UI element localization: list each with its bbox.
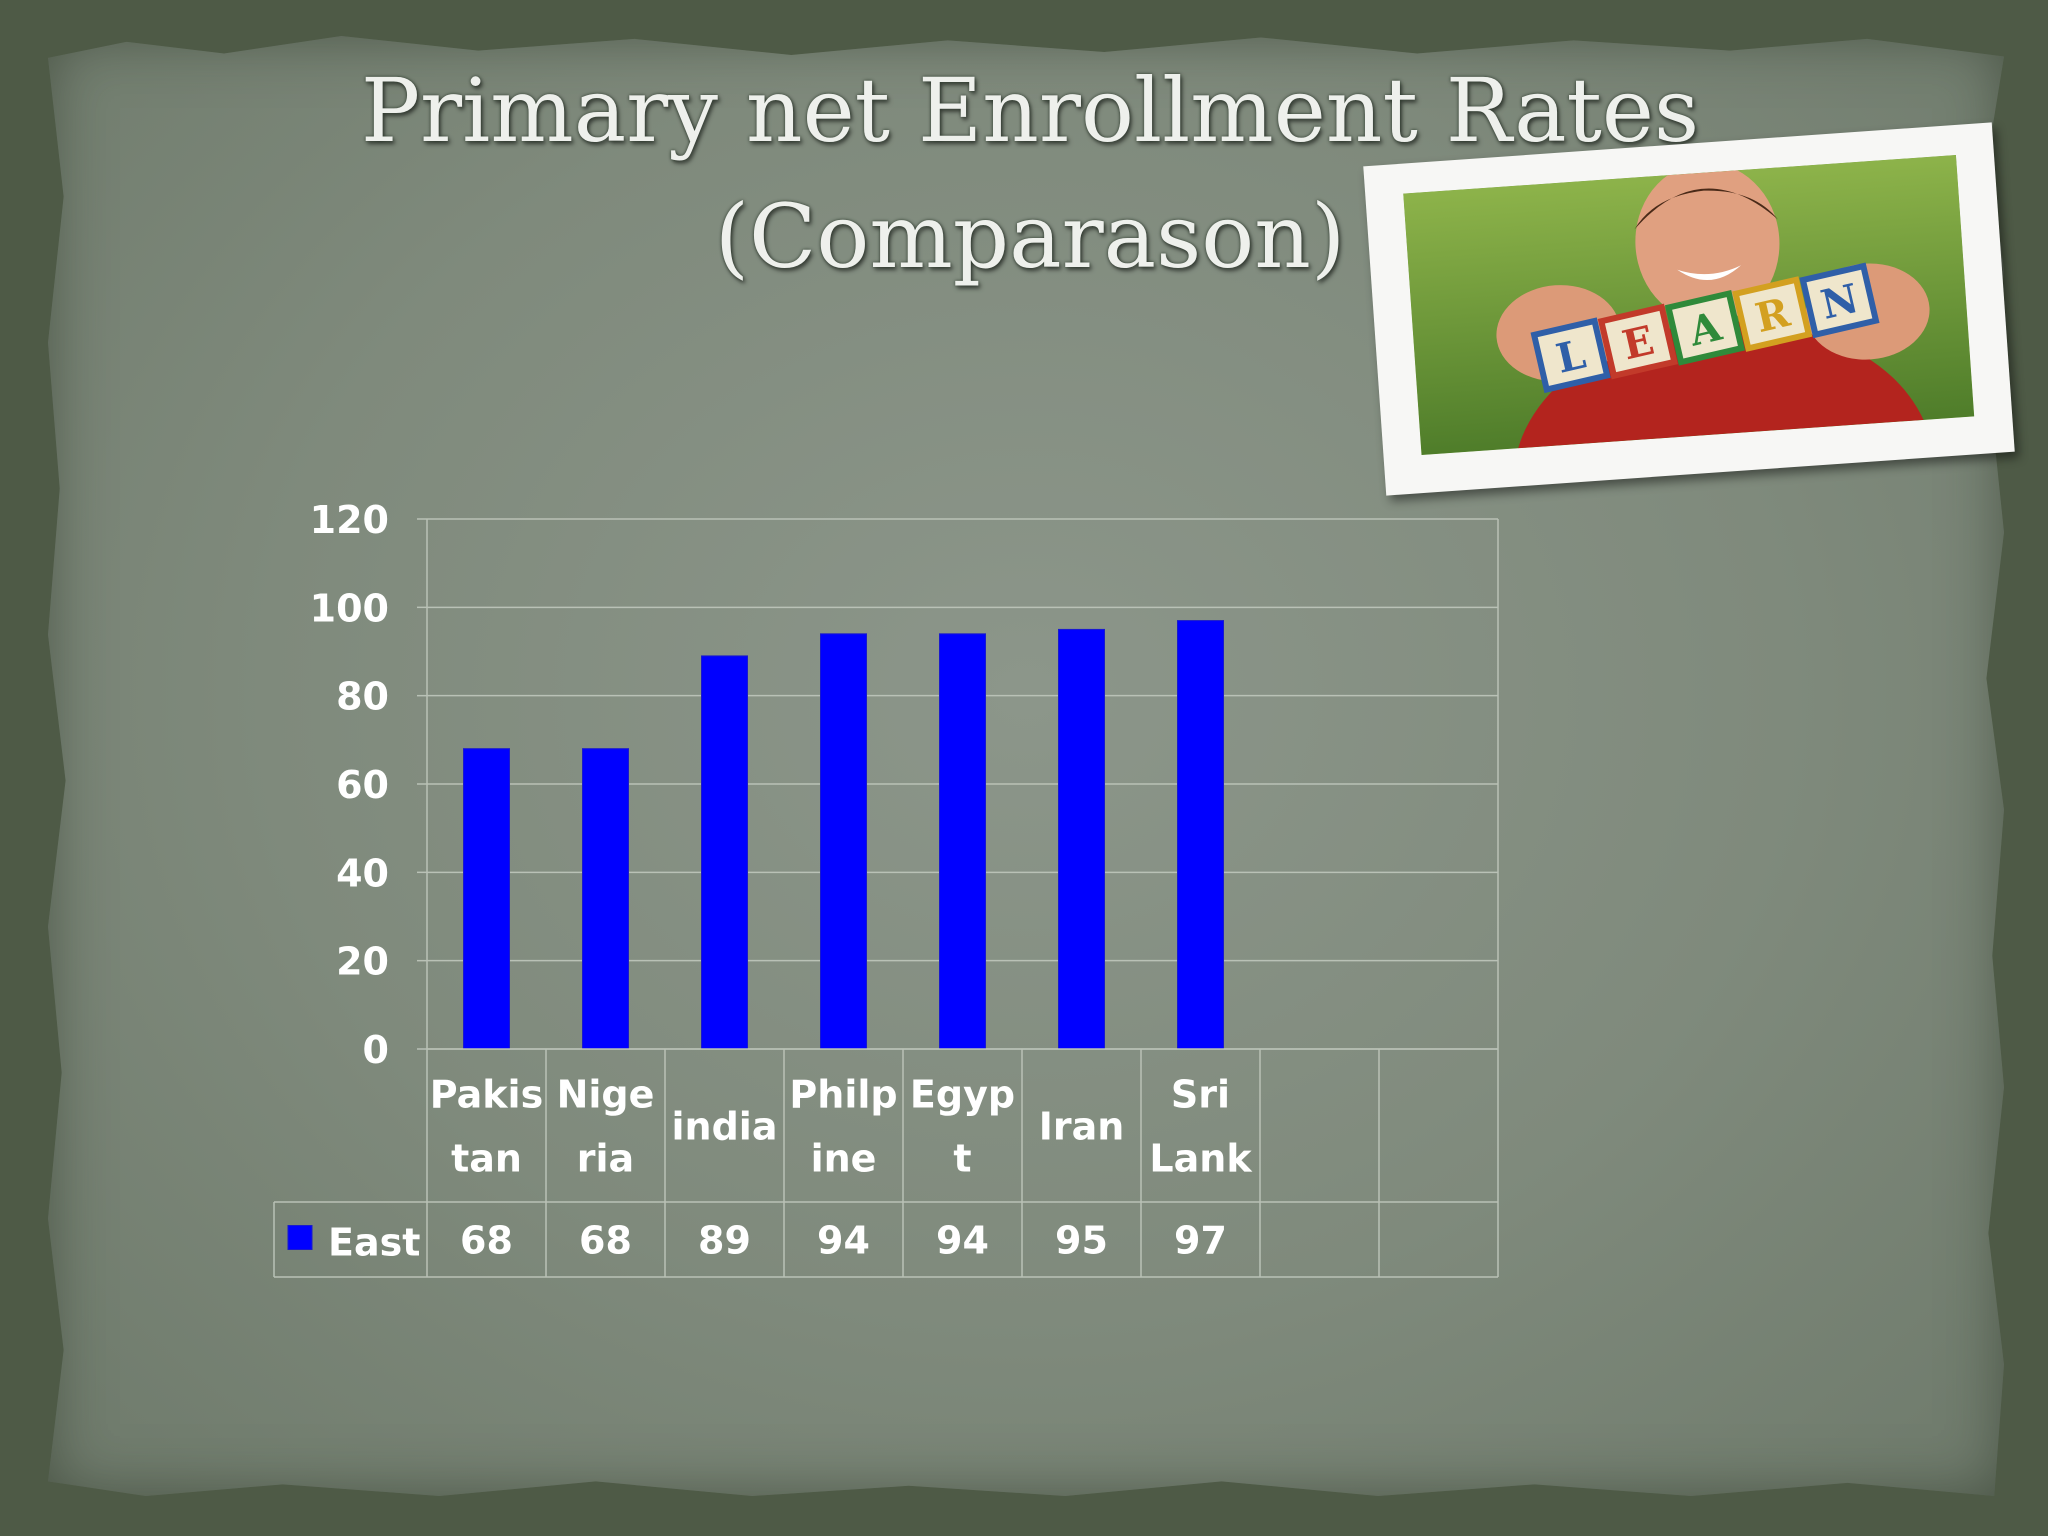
x-category-label: Pakis xyxy=(430,1073,543,1117)
y-tick-label: 20 xyxy=(336,940,389,984)
x-category-label: Lank xyxy=(1149,1137,1252,1181)
x-category-label: ine xyxy=(811,1137,877,1181)
y-tick-label: 80 xyxy=(336,675,389,719)
y-tick-label: 0 xyxy=(363,1028,389,1072)
bar xyxy=(820,633,867,1050)
letter-block: E xyxy=(1597,303,1678,380)
letter-block: A xyxy=(1664,289,1746,366)
y-tick-label: 60 xyxy=(336,763,389,807)
legend-swatch xyxy=(287,1225,313,1250)
data-value-label: 97 xyxy=(1174,1219,1227,1263)
data-value-label: 68 xyxy=(579,1219,632,1263)
x-category-label: Iran xyxy=(1039,1105,1125,1149)
x-category-label: Philp xyxy=(789,1073,897,1117)
x-category-label: Nige xyxy=(557,1073,655,1117)
data-value-label: 68 xyxy=(460,1219,513,1263)
x-category-label: ria xyxy=(577,1137,634,1181)
x-category-label: Sri xyxy=(1171,1073,1230,1117)
bar xyxy=(1058,628,1105,1050)
data-value-label: 89 xyxy=(698,1219,751,1263)
bar xyxy=(701,655,748,1050)
slide-title: Primary net Enrollment Rates (Comparason… xyxy=(300,48,1760,300)
bars xyxy=(463,620,1224,1050)
data-value-label: 94 xyxy=(817,1219,870,1263)
y-axis-ticks: 0 20 40 60 80 100 120 xyxy=(310,498,389,1072)
title-line-2: (Comparason) xyxy=(714,185,1346,288)
bar xyxy=(582,748,629,1050)
title-line-1: Primary net Enrollment Rates xyxy=(360,59,1700,162)
data-value-label: 94 xyxy=(936,1219,989,1263)
x-category-label: india xyxy=(672,1105,778,1149)
bar xyxy=(463,748,510,1050)
y-tick-label: 40 xyxy=(336,851,389,895)
y-tick-label: 100 xyxy=(310,586,389,630)
letter-block: R xyxy=(1732,276,1813,352)
y-tick-label: 120 xyxy=(310,498,389,542)
legend-label: East xyxy=(328,1221,420,1265)
x-category-label: t xyxy=(953,1137,971,1181)
bar xyxy=(939,633,986,1050)
letter-block: L xyxy=(1530,317,1611,394)
letter-block: N xyxy=(1799,262,1880,339)
data-value-label: 95 xyxy=(1055,1219,1108,1263)
x-category-label: tan xyxy=(451,1137,522,1181)
bar xyxy=(1177,620,1224,1050)
x-category-label: Egyp xyxy=(910,1073,1015,1117)
